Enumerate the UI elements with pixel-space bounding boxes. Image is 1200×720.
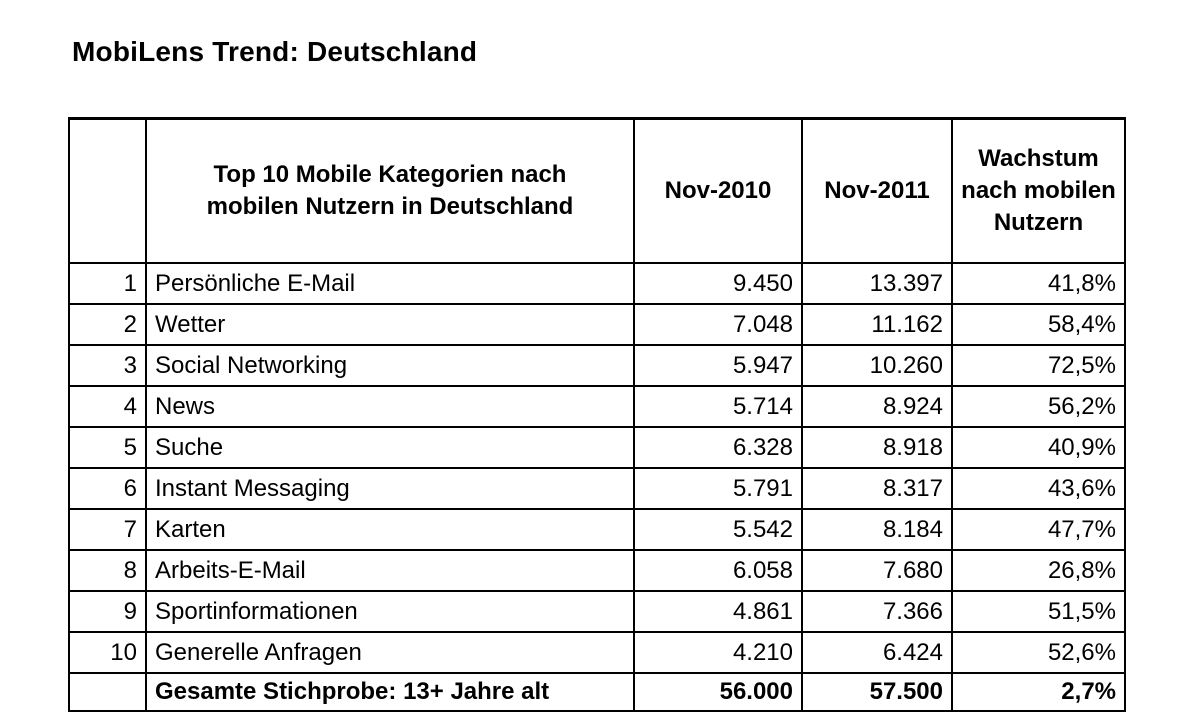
growth-cell: 52,6%	[951, 631, 1126, 674]
nov-2011-cell: 10.260	[801, 344, 953, 387]
header-rank	[68, 117, 147, 264]
growth-cell: 41,8%	[951, 262, 1126, 305]
header-nov-2010: Nov-2010	[633, 117, 803, 264]
rank-cell: 9	[68, 590, 147, 633]
table-header-row: Top 10 Mobile Kategorien nach mobilen Nu…	[68, 117, 1126, 264]
table-row: 2 Wetter 7.048 11.162 58,4%	[68, 303, 1126, 346]
category-cell: Generelle Anfragen	[145, 631, 635, 674]
nov-2010-cell: 9.450	[633, 262, 803, 305]
category-cell: Sportinformationen	[145, 590, 635, 633]
nov-2010-cell: 4.861	[633, 590, 803, 633]
category-cell: Persönliche E-Mail	[145, 262, 635, 305]
table-row: 3 Social Networking 5.947 10.260 72,5%	[68, 344, 1126, 387]
category-cell: Social Networking	[145, 344, 635, 387]
table-row: 9 Sportinformationen 4.861 7.366 51,5%	[68, 590, 1126, 633]
table-row: 10 Generelle Anfragen 4.210 6.424 52,6%	[68, 631, 1126, 674]
mobile-categories-table: Top 10 Mobile Kategorien nach mobilen Nu…	[68, 117, 1126, 712]
rank-cell: 8	[68, 549, 147, 592]
table-row: 1 Persönliche E-Mail 9.450 13.397 41,8%	[68, 262, 1126, 305]
nov-2011-cell: 11.162	[801, 303, 953, 346]
header-nov-2011: Nov-2011	[801, 117, 953, 264]
total-growth: 2,7%	[951, 672, 1126, 712]
nov-2011-cell: 8.317	[801, 467, 953, 510]
nov-2010-cell: 7.048	[633, 303, 803, 346]
growth-cell: 40,9%	[951, 426, 1126, 469]
page-title: MobiLens Trend: Deutschland	[72, 36, 478, 67]
total-label: Gesamte Stichprobe: 13+ Jahre alt	[145, 672, 635, 712]
category-cell: News	[145, 385, 635, 428]
growth-cell: 58,4%	[951, 303, 1126, 346]
growth-cell: 47,7%	[951, 508, 1126, 551]
growth-cell: 72,5%	[951, 344, 1126, 387]
nov-2011-cell: 8.924	[801, 385, 953, 428]
rank-cell: 4	[68, 385, 147, 428]
rank-cell: 3	[68, 344, 147, 387]
table-total-row: Gesamte Stichprobe: 13+ Jahre alt 56.000…	[68, 672, 1126, 712]
table-row: 8 Arbeits-E-Mail 6.058 7.680 26,8%	[68, 549, 1126, 592]
nov-2011-cell: 13.397	[801, 262, 953, 305]
table-body: 1 Persönliche E-Mail 9.450 13.397 41,8% 2 Wett…	[68, 262, 1126, 674]
category-cell: Wetter	[145, 303, 635, 346]
header-category: Top 10 Mobile Kategorien nach mobilen Nu…	[145, 117, 635, 264]
category-cell: Instant Messaging	[145, 467, 635, 510]
rank-cell: 7	[68, 508, 147, 551]
table-row: 7 Karten 5.542 8.184 47,7%	[68, 508, 1126, 551]
nov-2010-cell: 5.947	[633, 344, 803, 387]
growth-cell: 43,6%	[951, 467, 1126, 510]
total-nov-2011: 57.500	[801, 672, 953, 712]
rank-cell: 5	[68, 426, 147, 469]
rank-cell: 1	[68, 262, 147, 305]
nov-2010-cell: 6.328	[633, 426, 803, 469]
table-row: 5 Suche 6.328 8.918 40,9%	[68, 426, 1126, 469]
table-row: 6 Instant Messaging 5.791 8.317 43,6%	[68, 467, 1126, 510]
category-cell: Arbeits-E-Mail	[145, 549, 635, 592]
nov-2011-cell: 6.424	[801, 631, 953, 674]
rank-cell: 10	[68, 631, 147, 674]
total-nov-2010: 56.000	[633, 672, 803, 712]
nov-2011-cell: 7.680	[801, 549, 953, 592]
nov-2010-cell: 5.714	[633, 385, 803, 428]
nov-2010-cell: 6.058	[633, 549, 803, 592]
nov-2011-cell: 8.918	[801, 426, 953, 469]
nov-2011-cell: 8.184	[801, 508, 953, 551]
nov-2010-cell: 4.210	[633, 631, 803, 674]
category-cell: Suche	[145, 426, 635, 469]
category-cell: Karten	[145, 508, 635, 551]
total-rank-cell	[68, 672, 147, 712]
nov-2010-cell: 5.542	[633, 508, 803, 551]
growth-cell: 51,5%	[951, 590, 1126, 633]
rank-cell: 6	[68, 467, 147, 510]
header-growth: Wachstum nach mobilen Nutzern	[951, 117, 1126, 264]
nov-2010-cell: 5.791	[633, 467, 803, 510]
table-row: 4 News 5.714 8.924 56,2%	[68, 385, 1126, 428]
growth-cell: 26,8%	[951, 549, 1126, 592]
growth-cell: 56,2%	[951, 385, 1126, 428]
rank-cell: 2	[68, 303, 147, 346]
nov-2011-cell: 7.366	[801, 590, 953, 633]
